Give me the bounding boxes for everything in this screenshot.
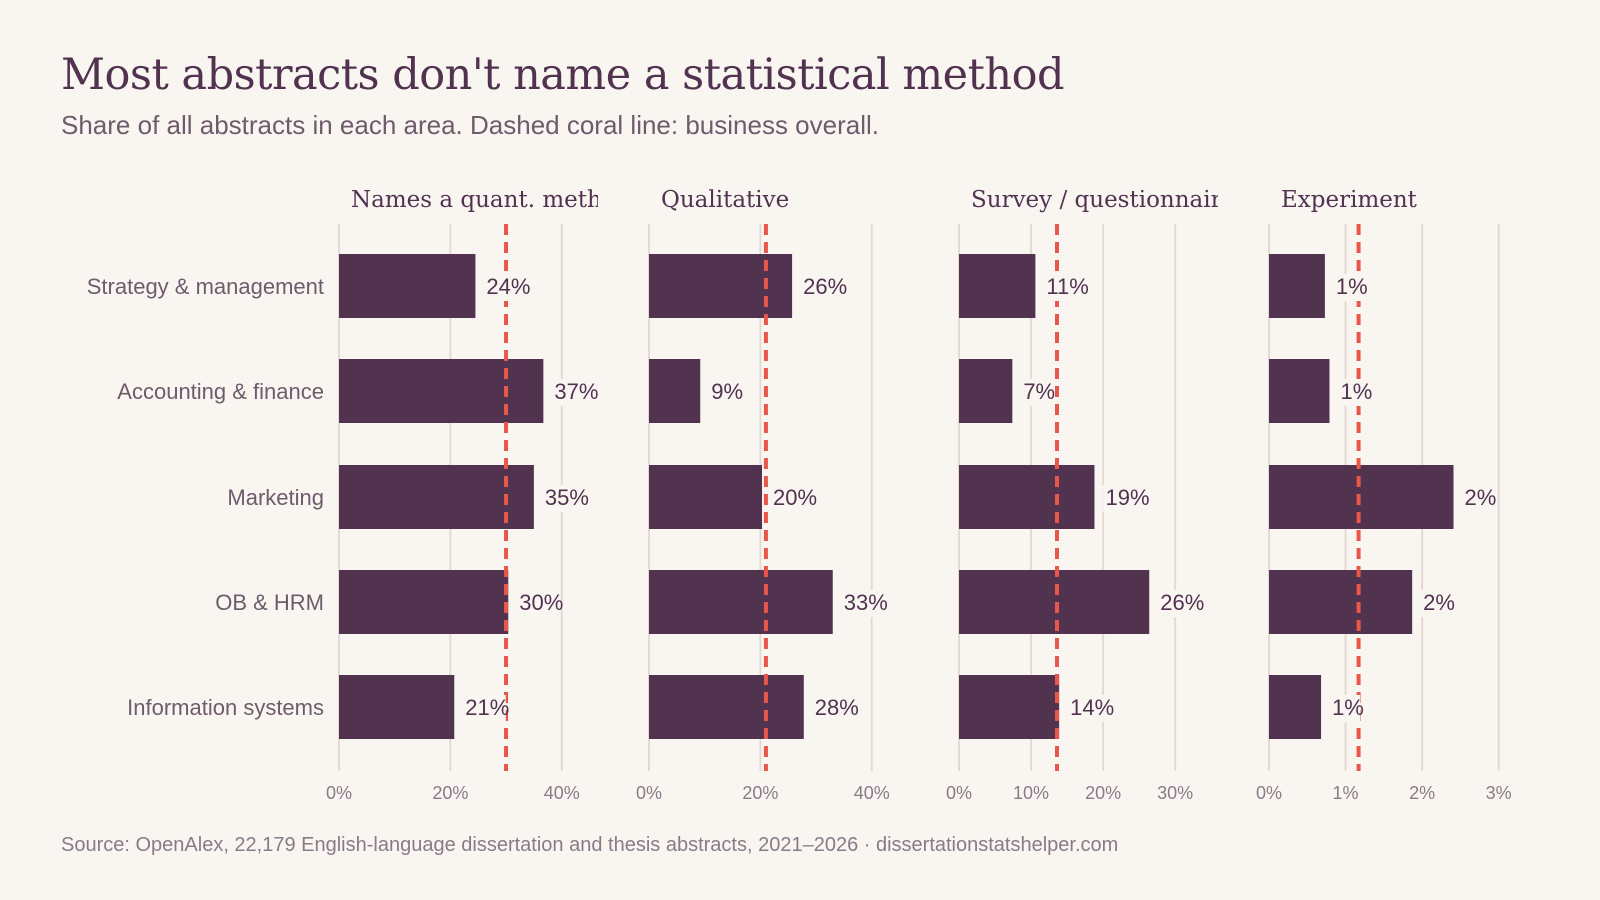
value-label-background [483,274,527,301]
tick-label: 40% [854,783,890,803]
value-label-background [1337,379,1369,406]
bar [649,570,833,634]
bar [339,570,509,634]
value-label-background [840,590,885,617]
bar [1269,359,1330,423]
category-label: Marketing [227,485,324,510]
value-label: 35% [545,485,589,510]
value-label: 11% [1046,274,1088,299]
value-label-background [1461,485,1493,512]
tick-label: 40% [544,783,580,803]
value-label-background [1329,695,1361,722]
value-label: 2% [1465,485,1497,510]
bar [1269,465,1454,529]
bar [649,254,793,318]
value-label: 21% [465,695,509,720]
bar [959,465,1095,529]
bar [339,465,534,529]
panel-title: Qualitative [661,187,789,213]
value-label: 20% [773,485,817,510]
panel-title: Names a quant. meth [351,187,602,213]
tick-label: 20% [1085,783,1121,803]
source-note: Source: OpenAlex, 22,179 English-languag… [61,834,1119,856]
value-label: 1% [1336,274,1368,299]
chart-subtitle: Share of all abstracts in each area. Das… [61,110,879,140]
value-label: 2% [1423,590,1455,615]
value-label-background [462,695,506,722]
tick-label: 0% [636,783,662,803]
bar [959,675,1060,739]
value-label: 30% [519,590,563,615]
tick-label: 2% [1409,783,1435,803]
panel-title: Survey / questionnair [971,187,1222,213]
bar [959,359,1013,423]
bar [649,359,701,423]
value-label: 37% [554,379,598,404]
tick-label: 1% [1333,783,1359,803]
value-label-background [1043,274,1087,301]
value-label-background [516,590,560,617]
value-label-background [1420,590,1452,617]
bar [339,675,455,739]
value-label-background [800,274,844,301]
value-label: 26% [803,274,847,299]
value-label-background [1020,379,1052,406]
value-label-background [551,379,595,406]
bar [959,254,1036,318]
value-label: 1% [1340,379,1372,404]
value-label: 24% [486,274,530,299]
tick-label: 0% [946,783,972,803]
value-label: 19% [1105,485,1149,510]
tick-label: 0% [1256,783,1282,803]
value-label: 1% [1332,695,1364,720]
chart-title: Most abstracts don't name a statistical … [61,50,1065,100]
bar [1269,254,1325,318]
bar [649,465,763,529]
value-label-background [811,695,856,722]
tick-label: 30% [1157,783,1193,803]
category-label: Information systems [127,695,324,720]
value-label-background [708,379,740,406]
tick-label: 20% [742,783,778,803]
bar [339,254,476,318]
value-label: 28% [815,695,859,720]
bar [649,675,804,739]
value-label-background [541,485,586,512]
category-label: Accounting & finance [117,379,324,404]
category-label: OB & HRM [215,590,324,615]
value-label: 33% [844,590,888,615]
value-label-background [770,485,814,512]
value-label-background [1332,274,1364,301]
value-label-background [1067,695,1111,722]
value-label: 14% [1070,695,1114,720]
bar [339,359,544,423]
category-label: Strategy & management [87,274,324,299]
value-label: 7% [1023,379,1055,404]
tick-label: 0% [326,783,352,803]
bar [1269,675,1322,739]
tick-label: 10% [1013,783,1049,803]
tick-label: 3% [1486,783,1512,803]
panel-title: Experiment [1281,187,1418,213]
bar [1269,570,1413,634]
value-label: 26% [1160,590,1204,615]
value-label-background [1157,590,1201,617]
value-label-background [1102,485,1146,512]
tick-label: 20% [432,783,468,803]
value-label: 9% [711,379,743,404]
bar [959,570,1150,634]
